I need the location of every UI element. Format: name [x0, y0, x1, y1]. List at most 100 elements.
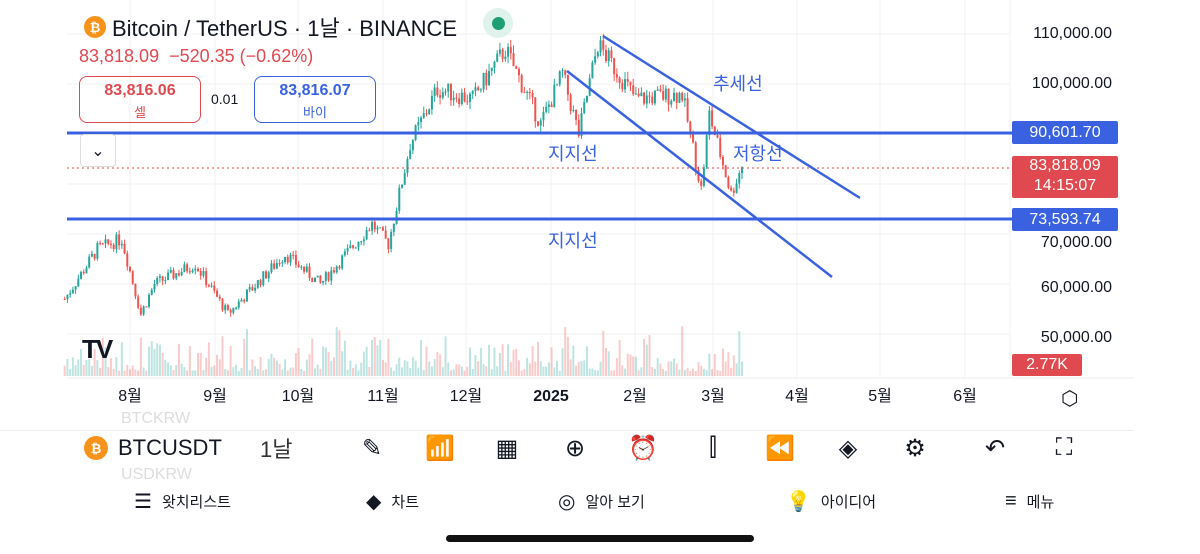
candle-body	[507, 47, 510, 57]
volume-bar	[732, 355, 735, 376]
candle-body	[63, 299, 66, 300]
candle-body	[634, 93, 637, 95]
add-icon[interactable]: ⊕	[564, 434, 586, 462]
volume-bar	[651, 367, 654, 376]
candle-body	[466, 101, 469, 103]
candle-body	[621, 82, 624, 90]
volume-bar	[66, 358, 69, 376]
symbol-selector[interactable]: ₿ BTCUSDT	[84, 432, 222, 464]
nav-chart[interactable]: ◆ 차트	[366, 488, 419, 514]
candle-body	[69, 293, 72, 295]
candle-body	[659, 89, 662, 92]
volume-bar	[566, 336, 569, 376]
price-chart[interactable]	[0, 0, 1200, 418]
volume-bar	[414, 360, 417, 376]
candle-body	[605, 49, 607, 62]
candle-body	[289, 254, 292, 263]
candles-icon[interactable]: ⫿	[709, 434, 717, 461]
chart-settings-icon[interactable]: ⬡	[1061, 388, 1079, 410]
alert-icon[interactable]: ⏰	[628, 434, 658, 462]
nav-explore[interactable]: ◎ 알아 보기	[558, 488, 645, 514]
candle-body	[395, 210, 398, 224]
buy-button[interactable]: 83,816.07 바이	[254, 76, 376, 123]
annotation-trend[interactable]: 추세선	[713, 74, 763, 94]
symbol-title[interactable]: ₿ Bitcoin / TetherUS · 1날 · BINANCE	[84, 11, 457, 43]
volume-bar	[507, 344, 510, 376]
nav-watchlist[interactable]: ☰ 왓치리스트	[134, 488, 231, 514]
volume-bar	[594, 370, 597, 376]
market-open-indicator[interactable]	[483, 8, 513, 38]
trend-line-upper	[602, 34, 861, 200]
candle-body	[420, 117, 423, 122]
time-label: 10월	[281, 388, 315, 405]
volume-bar	[580, 361, 583, 376]
volume-bar	[319, 368, 322, 376]
candle-body	[126, 253, 129, 267]
volume-bar	[368, 367, 371, 376]
nav-ideas[interactable]: 💡 아이디어	[786, 488, 876, 514]
volume-bar	[662, 368, 665, 376]
candle-body	[526, 91, 529, 93]
annotation-support[interactable]: 지지선	[548, 144, 598, 164]
collapse-toggle[interactable]: ⌄	[80, 134, 116, 167]
trend-line-lower	[566, 70, 833, 278]
candle-body	[577, 119, 580, 137]
volume-bar	[659, 363, 662, 376]
candle-body	[561, 70, 564, 72]
candle-body	[120, 243, 123, 246]
pencil-icon[interactable]: ✎	[361, 434, 383, 462]
time-label: 9월	[203, 388, 227, 405]
candle-body	[517, 68, 520, 76]
volume-bar	[667, 361, 670, 376]
candle-body	[365, 230, 368, 240]
annotation-resistance[interactable]: 저항선	[733, 144, 783, 164]
settings-icon[interactable]: ⚙	[904, 434, 926, 462]
candle-body	[692, 131, 695, 143]
menu-icon: ≡	[1005, 489, 1017, 512]
interval-selector[interactable]: 1날	[260, 437, 293, 462]
undo-icon[interactable]: ↶	[984, 434, 1006, 462]
candle-body	[248, 287, 251, 290]
volume-bar	[572, 345, 575, 376]
volume-bar	[488, 344, 491, 376]
candle-body	[474, 87, 477, 91]
volume-bar	[229, 345, 232, 376]
volume-bar	[349, 360, 352, 376]
volume-bar	[362, 351, 365, 376]
candle-body	[501, 49, 504, 59]
candle-body	[352, 245, 355, 248]
volume-bar	[618, 340, 621, 376]
volume-bar	[700, 365, 703, 376]
nav-menu[interactable]: ≡ 메뉴	[1005, 488, 1054, 514]
volume-bar	[186, 370, 189, 376]
replay-icon[interactable]: ⏪	[765, 434, 795, 462]
volume-bar	[591, 368, 594, 376]
candle-body	[539, 120, 542, 126]
volume-bar	[447, 362, 450, 376]
candle-body	[452, 97, 455, 101]
volume-bar	[126, 364, 129, 376]
candle-body	[148, 294, 151, 307]
annotation-support[interactable]: 지지선	[548, 231, 598, 251]
templates-icon[interactable]: ▦	[495, 434, 519, 462]
volume-bar	[583, 360, 586, 376]
candle-body	[93, 253, 96, 259]
volume-bar	[482, 364, 485, 376]
layers-icon[interactable]: ◈	[838, 434, 858, 462]
candle-body	[161, 276, 164, 281]
spread-value: 0.01	[211, 91, 239, 107]
candle-body	[564, 70, 567, 75]
sell-button[interactable]: 83,816.06 셀	[79, 76, 201, 123]
candle-body	[700, 181, 703, 186]
candle-body	[335, 266, 338, 273]
volume-bar	[338, 330, 341, 376]
candle-body	[697, 169, 700, 182]
watchlist-icon: ☰	[134, 490, 152, 513]
volume-tag: 2.77K	[1012, 354, 1082, 376]
fullscreen-icon[interactable]: ⛶	[1055, 434, 1073, 461]
candle-body	[319, 275, 322, 283]
volume-bar	[213, 365, 216, 376]
candle-body	[640, 92, 643, 97]
candle-body	[324, 272, 327, 281]
indicators-icon[interactable]: 📶	[425, 434, 455, 462]
